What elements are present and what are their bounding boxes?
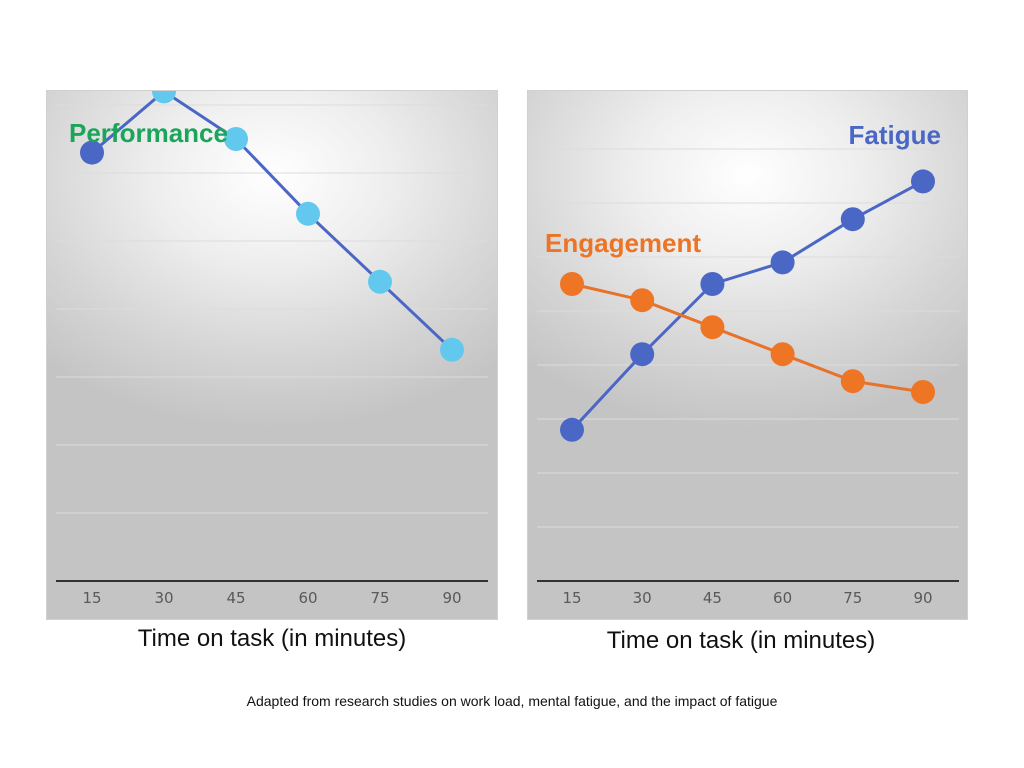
fatigue-point — [630, 342, 655, 367]
x-tick-label: 15 — [562, 589, 581, 607]
performance-x-tick-labels: 15 30 45 60 75 90 — [82, 589, 461, 607]
performance-gridlines — [56, 104, 488, 514]
x-tick-label: 90 — [913, 589, 932, 607]
fatigue-point — [700, 272, 725, 296]
performance-series — [80, 91, 464, 362]
fatigue-point — [911, 169, 935, 194]
x-tick-label: 75 — [370, 589, 389, 607]
x-tick-label: 45 — [703, 589, 722, 607]
engagement-point — [840, 369, 865, 394]
performance-chart-panel: 15 30 45 60 75 90 Performance — [46, 90, 498, 620]
engagement-line — [570, 282, 925, 394]
x-tick-label: 30 — [154, 589, 173, 607]
engagement-point — [911, 380, 935, 404]
performance-point — [152, 91, 176, 104]
fatigue-engagement-gridlines — [537, 148, 959, 528]
fatigue-point — [770, 250, 795, 275]
fatigue-engagement-chart: 15 30 45 60 75 90 Fatigue Engagement — [537, 120, 959, 607]
x-tick-label: 45 — [226, 589, 245, 607]
performance-series-label: Performance — [69, 118, 228, 148]
source-footnote: Adapted from research studies on work lo… — [246, 693, 778, 709]
engagement-point — [560, 272, 584, 296]
fatigue-point — [840, 207, 865, 232]
performance-chart: 15 30 45 60 75 90 Performance — [56, 91, 488, 607]
x-tick-label: 60 — [298, 589, 317, 607]
engagement-point — [630, 288, 655, 313]
performance-point — [224, 127, 248, 151]
fatigue-engagement-chart-xlabel: Time on task (in minutes) — [606, 627, 876, 654]
performance-line — [90, 91, 454, 352]
fatigue-line — [570, 179, 925, 432]
performance-point — [296, 201, 320, 226]
fatigue-engagement-x-tick-labels: 15 30 45 60 75 90 — [562, 589, 932, 607]
x-tick-label: 75 — [843, 589, 862, 607]
performance-point — [440, 337, 464, 362]
x-tick-label: 90 — [442, 589, 461, 607]
engagement-series — [560, 272, 935, 404]
x-tick-label: 60 — [773, 589, 792, 607]
engagement-point — [770, 342, 795, 367]
x-tick-label: 15 — [82, 589, 101, 607]
fatigue-point — [560, 417, 584, 442]
performance-chart-xlabel: Time on task (in minutes) — [137, 625, 407, 652]
x-tick-label: 30 — [633, 589, 652, 607]
fatigue-engagement-chart-panel: 15 30 45 60 75 90 Fatigue Engagement — [527, 90, 968, 620]
performance-point — [80, 140, 104, 165]
performance-point — [368, 269, 392, 294]
engagement-point — [700, 315, 725, 340]
fatigue-series-label: Fatigue — [849, 120, 941, 150]
engagement-series-label: Engagement — [545, 228, 701, 258]
fatigue-series — [560, 169, 935, 442]
